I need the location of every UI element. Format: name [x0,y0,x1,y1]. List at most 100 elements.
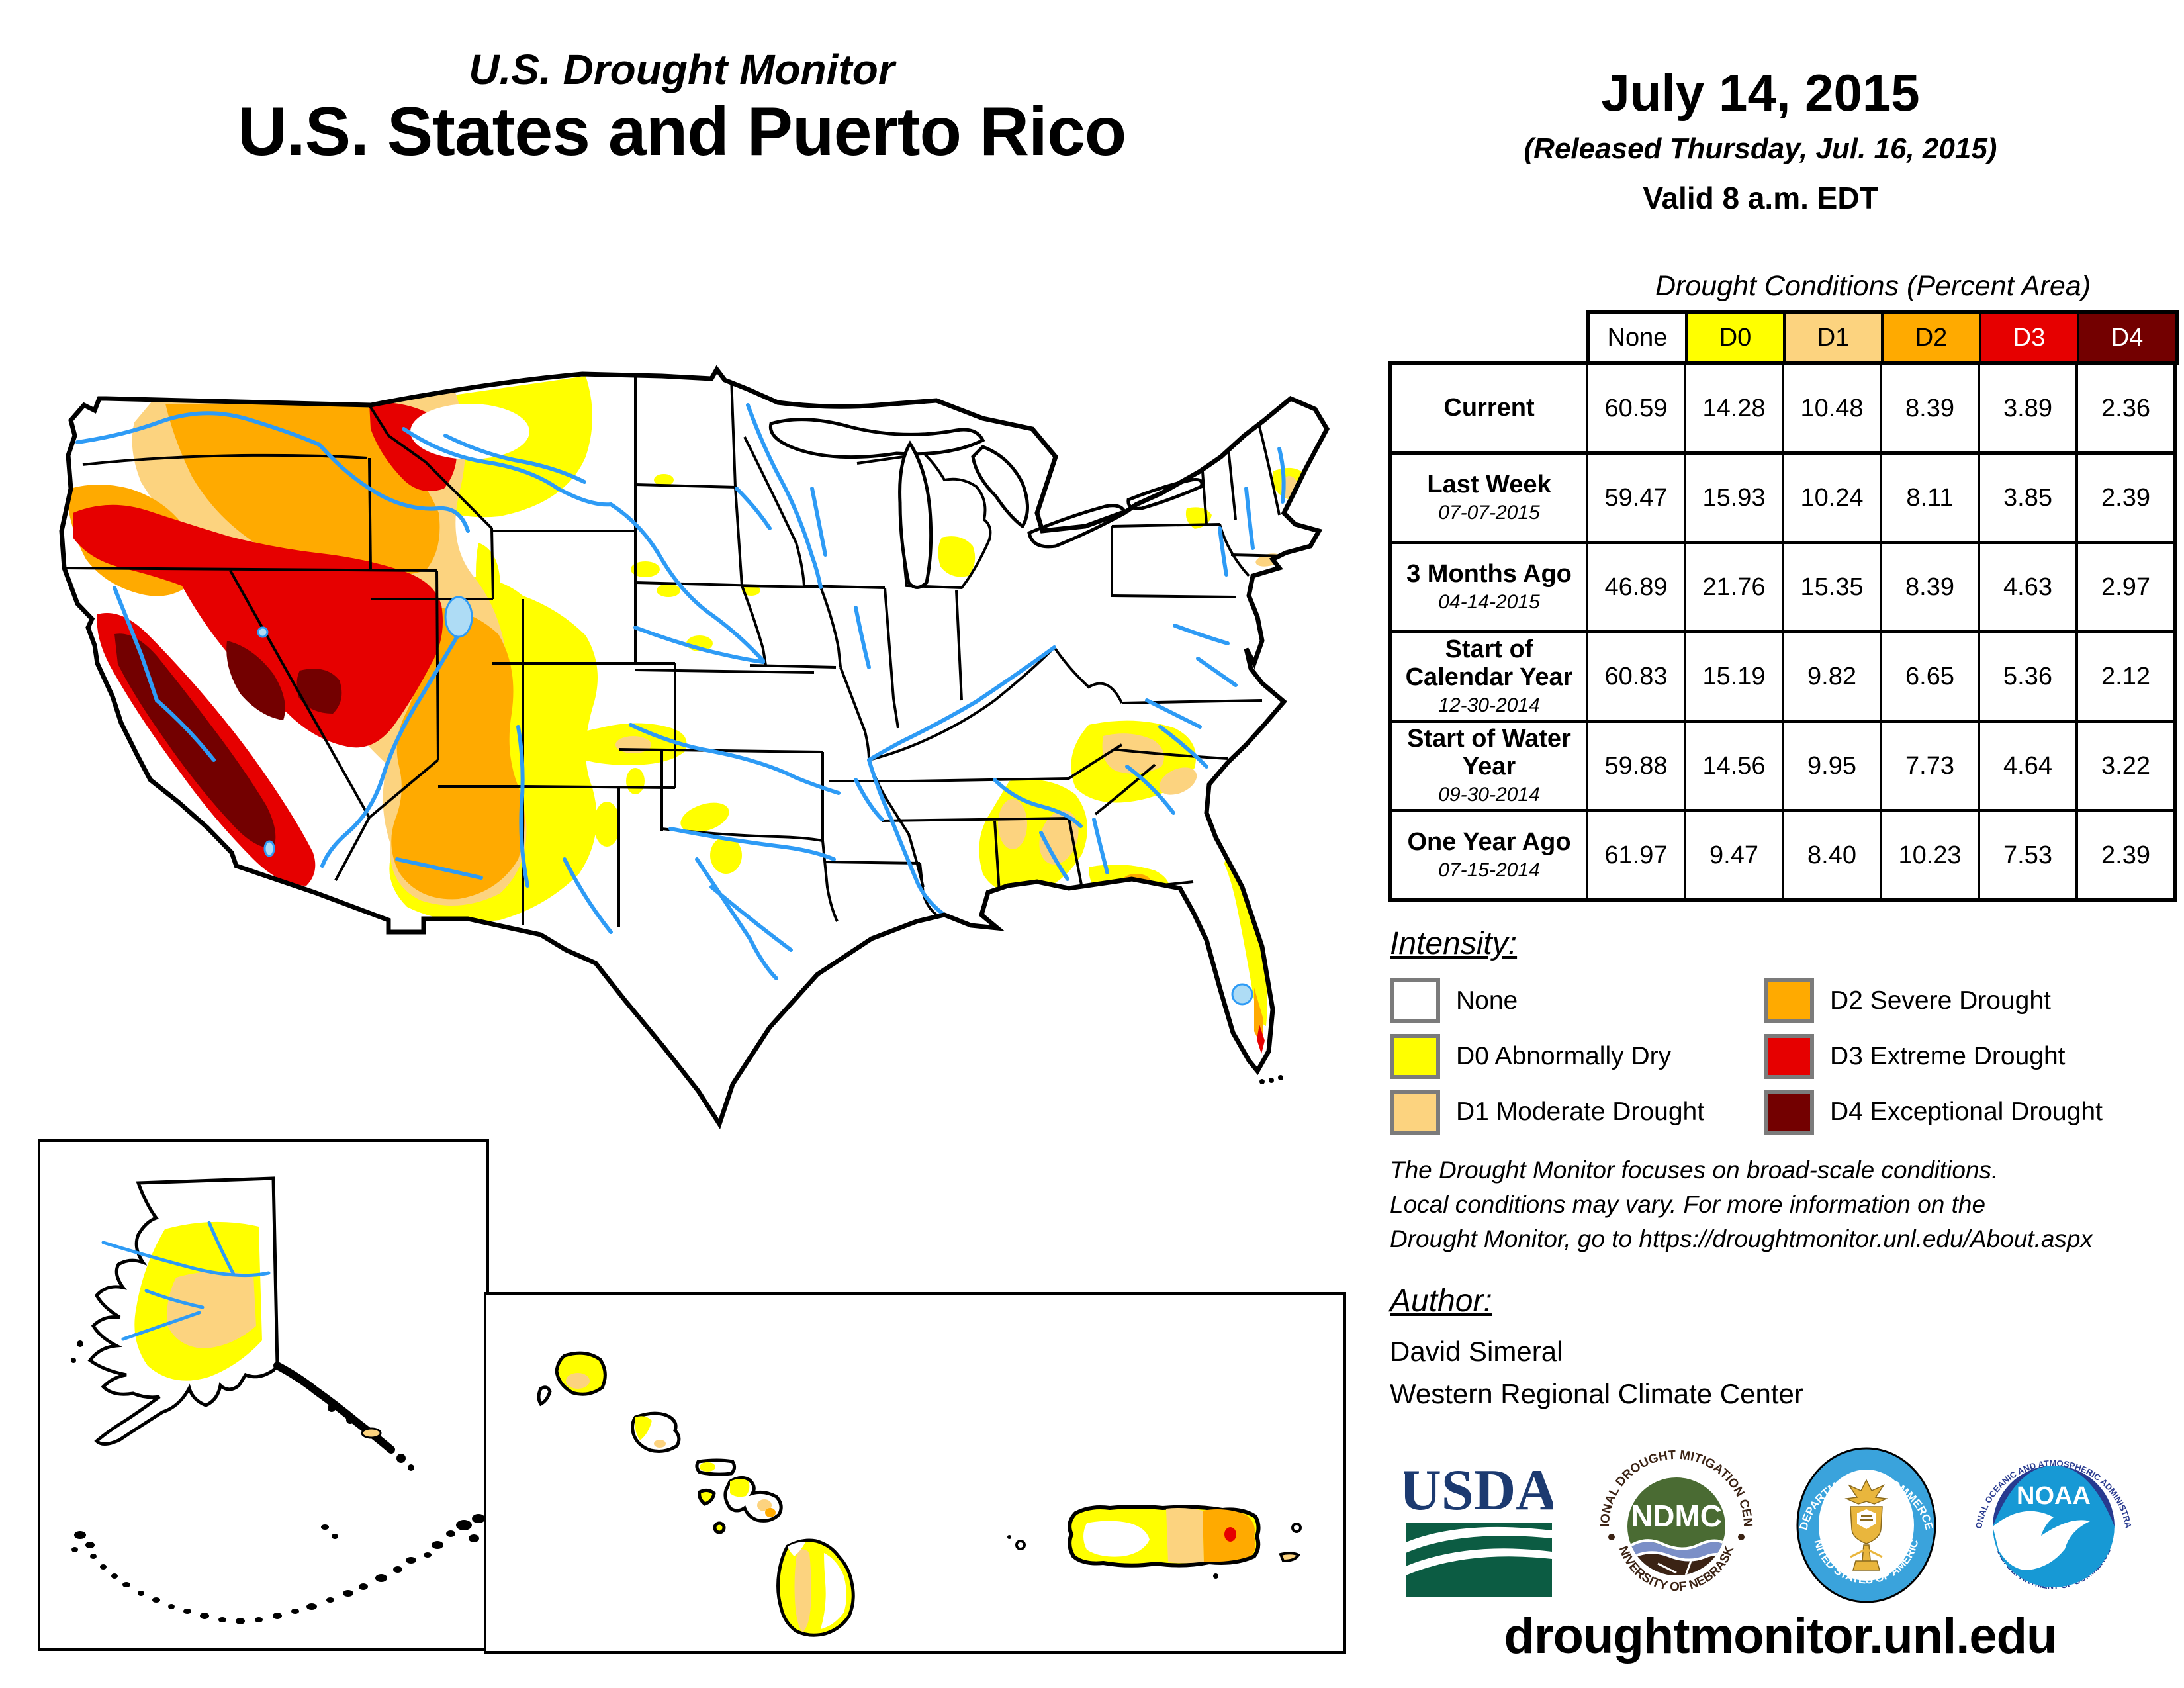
noaa-logo-text: NOAA [2017,1482,2091,1510]
legend-swatch-d4 [1764,1090,1814,1135]
d4-exceptional-drought-layer [114,633,342,849]
cell-value: 15.93 [1686,455,1784,541]
column-header-d3: D3 [1981,314,2079,361]
map-date: July 14, 2015 [1601,64,1920,122]
table-row: 3 Months Ago 04-14-2015 46.89 21.76 15.35… [1392,544,2173,633]
disclaimer-line: The Drought Monitor focuses on broad-sca… [1390,1156,1999,1184]
cell-value: 21.76 [1686,544,1784,630]
main-map-conus [36,357,1334,1172]
cell-value: 14.28 [1686,365,1784,451]
table-row: Start of Calendar Year 12-30-2014 60.83 1… [1392,633,2173,723]
legend-item-d0: D0 Abnormally Dry [1390,1034,1671,1079]
disclaimer-line: Drought Monitor, go to https://droughtmo… [1390,1225,2093,1252]
cell-value: 60.83 [1588,633,1686,720]
cell-value: 7.73 [1882,723,1980,809]
cell-value: 6.65 [1882,633,1980,720]
row-date: 07-15-2014 [1438,859,1540,881]
cell-value: 59.88 [1588,723,1686,809]
legend-label: D4 Exceptional Drought [1830,1098,2103,1126]
legend-label: D3 Extreme Drought [1830,1042,2066,1070]
cell-value: 8.40 [1784,812,1882,898]
cell-value: 9.82 [1784,633,1882,720]
intensity-heading: Intensity: [1390,926,1518,961]
column-header-d2: D2 [1884,314,1981,361]
column-header-d0: D0 [1688,314,1786,361]
cell-value: 2.97 [2101,573,2150,601]
cell-value: 7.53 [1980,812,2078,898]
page-title: U.S. States and Puerto Rico [237,93,1127,171]
author-organization: Western Regional Climate Center [1390,1378,1803,1409]
hawaiian-islands [537,1351,855,1637]
cell-value: 60.59 [1588,365,1686,451]
disclaimer-text: The Drought Monitor focuses on broad-sca… [1390,1153,2177,1256]
ndmc-logo: NATIONAL DROUGHT MITIGATION CENTER UNIVE… [1592,1438,1761,1607]
disclaimer-line: Local conditions may vary. For more info… [1390,1190,1986,1218]
alaska-panhandle [71,1340,414,1471]
cell-value: 5.36 [1980,633,2078,720]
page-supertitle: U.S. Drought Monitor [469,46,895,93]
drought-table: Current 60.59 14.28 10.48 8.39 3.89 2.36… [1388,361,2177,902]
legend-swatch-d3 [1764,1034,1814,1079]
table-caption: Drought Conditions (Percent Area) [1655,270,2091,302]
row-label: Current [1443,394,1535,422]
cell-value: 2.39 [2101,483,2150,512]
alaska-inset [38,1139,489,1514]
lakes [257,596,1253,1006]
row-date: 07-07-2015 [1438,501,1540,524]
release-date: (Released Thursday, Jul. 16, 2015) [1524,132,1997,165]
legend-label: None [1456,986,1518,1015]
cell-value: 61.97 [1588,812,1686,898]
ndmc-logo-text: NDMC [1631,1499,1722,1533]
cell-value: 8.39 [1882,365,1980,451]
doc-eagle-emblem [1844,1479,1888,1571]
usda-logo-text: USDA [1404,1462,1553,1523]
hawaii-inset [484,1292,1003,1654]
row-label: Start of Water Year [1407,725,1571,780]
cell-value: 3.22 [2101,751,2150,780]
cell-value: 4.64 [1980,723,2078,809]
alaska-rivers [101,1221,271,1341]
row-label: Start of Calendar Year [1405,635,1573,691]
cell-value: 2.12 [2101,662,2150,690]
cell-value: 2.39 [2101,841,2150,869]
legend-swatch-d2 [1764,978,1814,1023]
row-label: Last Week [1427,471,1551,499]
cell-value: 10.48 [1784,365,1882,451]
table-header-row: None D0 D1 D2 D3 D4 [1586,310,2179,365]
puerto-rico-inset [997,1292,1346,1654]
row-date: 04-14-2015 [1438,590,1540,613]
table-row: Last Week 07-07-2015 59.47 15.93 10.24 8.… [1392,455,2173,544]
cell-value: 2.36 [2101,394,2150,422]
row-label: One Year Ago [1407,828,1571,857]
cell-value: 15.19 [1686,633,1784,720]
legend-label: D1 Moderate Drought [1456,1098,1705,1126]
state-borders [62,374,1285,927]
cell-value: 8.39 [1882,544,1980,630]
usda-logo: USDA [1404,1462,1553,1601]
legend-label: D0 Abnormally Dry [1456,1042,1672,1070]
legend-swatch-d1 [1390,1090,1440,1135]
table-row: Start of Water Year 09-30-2014 59.88 14.5… [1392,723,2173,812]
national-outline [59,365,1330,1130]
drought-intensity-layers [66,376,1306,1054]
cell-value: 15.35 [1784,544,1882,630]
date-block: July 14, 2015 (Released Thursday, Jul. 1… [1373,63,2148,216]
column-header-d1: D1 [1786,314,1884,361]
aleutian-islands-inset [38,1509,489,1651]
legend-item-d1: D1 Moderate Drought [1390,1090,1704,1135]
table-row: Current 60.59 14.28 10.48 8.39 3.89 2.36 [1392,365,2173,455]
cell-value: 10.23 [1882,812,1980,898]
florida-keys [1259,1075,1283,1084]
d2-severe-drought-layer [66,404,1263,1047]
cell-value: 14.56 [1686,723,1784,809]
author-heading: Author: [1390,1284,1492,1319]
table-row: One Year Ago 07-15-2014 61.97 9.47 8.40 1… [1392,812,2173,898]
cell-value: 3.85 [1980,455,2078,541]
department-of-commerce-seal: DEPARTMENT OF COMMERCE UNITED STATES OF … [1787,1438,1946,1607]
valid-time: Valid 8 a.m. EDT [1643,181,1878,215]
cell-value: 8.11 [1882,455,1980,541]
aleutian-islands [71,1514,485,1624]
cell-value: 3.89 [1980,365,2078,451]
none-areas [410,404,529,459]
website-url: droughtmonitor.unl.edu [1504,1608,2058,1664]
